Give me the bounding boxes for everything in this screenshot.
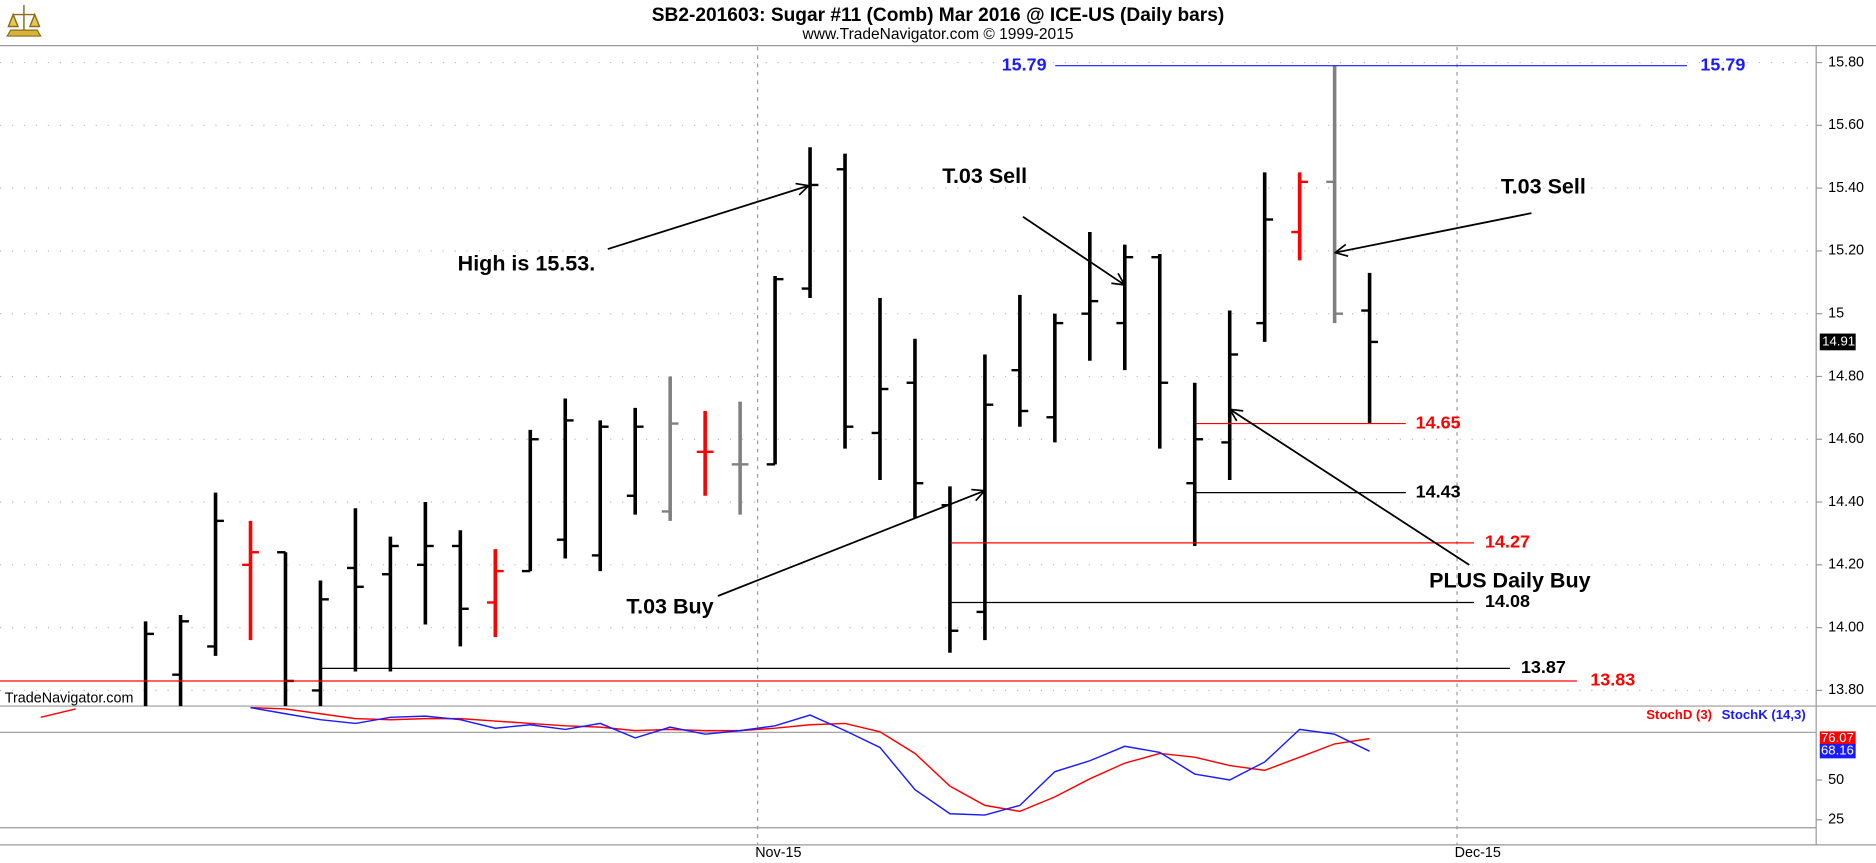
last-price-box	[1819, 333, 1856, 351]
legend-entry: StochK (14,3)	[1722, 707, 1806, 722]
last-value-label: 76.07	[1821, 730, 1854, 745]
x-tick-label: Nov-15	[755, 845, 801, 861]
annotation-arrow	[1022, 215, 1125, 285]
annotation-arrow	[1230, 409, 1470, 566]
y-tick-label: 13.80	[1828, 682, 1864, 698]
level-label: 14.65	[1416, 412, 1461, 432]
y-tick-label: 14.60	[1828, 431, 1864, 447]
y-tick-label: 15	[1828, 305, 1844, 321]
annotation-arrow	[1335, 212, 1532, 252]
y-tick-label: 15.80	[1828, 54, 1864, 70]
y-tick-label: 15.40	[1828, 180, 1864, 196]
last-price-label: 14.91	[1822, 333, 1855, 348]
last-value-box	[1819, 743, 1856, 759]
x-tick-label: Dec-15	[1455, 845, 1501, 861]
level-label: 13.87	[1521, 657, 1566, 677]
chart-subtitle: www.TradeNavigator.com © 1999-2015	[802, 26, 1074, 43]
y-tick-label: 14.00	[1828, 619, 1864, 635]
level-label: 14.08	[1485, 591, 1530, 611]
stoch-line	[40, 706, 1370, 813]
level-label: 14.27	[1485, 532, 1530, 552]
logo	[6, 4, 42, 37]
annotation: PLUS Daily Buy	[1429, 568, 1590, 592]
stoch-line	[250, 706, 1370, 816]
level-label: 13.83	[1590, 670, 1635, 690]
annotation: T.03 Buy	[626, 595, 713, 619]
annotation: T.03 Sell	[1501, 175, 1586, 199]
y-tick-label: 15.60	[1828, 117, 1864, 133]
y-tick-label: 25	[1828, 812, 1844, 828]
annotation: T.03 Sell	[942, 164, 1027, 188]
legend-entry: StochD (3)	[1646, 707, 1712, 722]
level-label: 14.43	[1416, 481, 1461, 501]
watermark: TradeNavigator.com	[5, 691, 134, 707]
annotation-arrow	[607, 186, 809, 250]
last-value-label: 68.16	[1821, 743, 1854, 758]
y-tick-label: 50	[1828, 772, 1844, 788]
y-tick-label: 14.40	[1828, 494, 1864, 510]
last-value-box	[1819, 731, 1856, 746]
y-tick-label: 15.20	[1828, 243, 1864, 259]
annotation-arrow	[717, 491, 985, 597]
level-label: 15.79	[1002, 54, 1047, 74]
y-tick-label: 14.20	[1828, 557, 1864, 573]
y-tick-label: 14.80	[1828, 368, 1864, 384]
level-label: 15.79	[1700, 54, 1745, 74]
annotation: High is 15.53.	[458, 251, 596, 275]
chart-title: SB2-201603: Sugar #11 (Comb) Mar 2016 @ …	[652, 5, 1224, 26]
